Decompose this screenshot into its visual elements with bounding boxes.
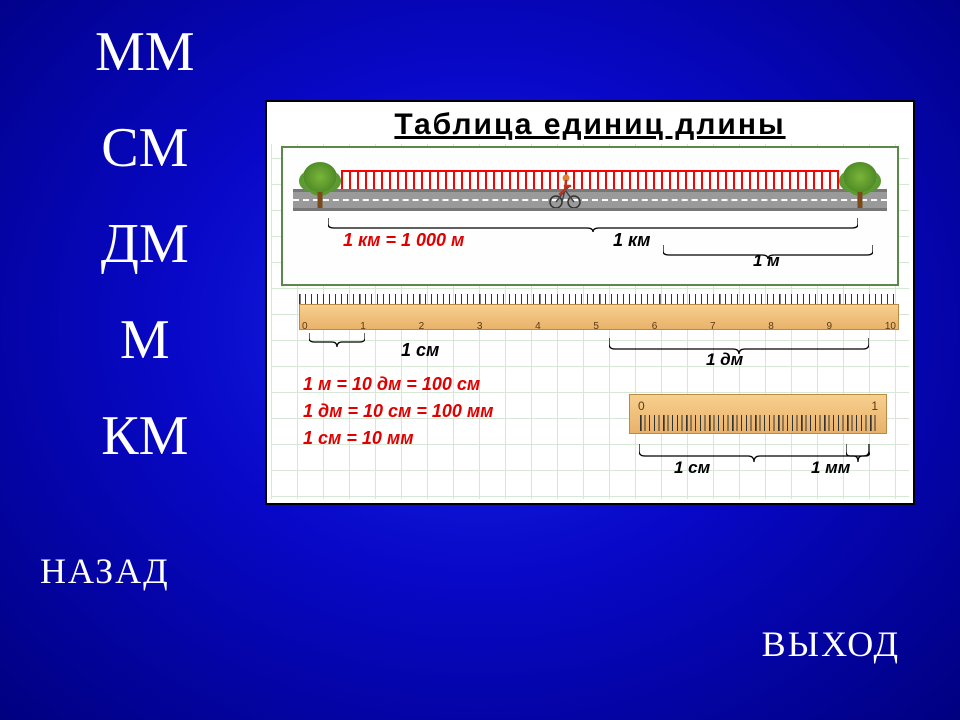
km-equation: 1 км = 1 000 м	[343, 230, 464, 251]
tree-right-icon	[839, 162, 881, 208]
back-button[interactable]: НАЗАД	[40, 550, 170, 592]
unit-m[interactable]: М	[95, 308, 195, 372]
m-label: 1 м	[753, 251, 780, 271]
ruler-big: 0 1 2 3 4 5 6 7 8 9 10	[299, 294, 899, 334]
ruler-small-0: 0	[638, 399, 645, 413]
cm-under-ruler: 1 см	[401, 340, 439, 361]
exit-button[interactable]: ВЫХОД	[762, 623, 900, 665]
unit-mm[interactable]: ММ	[95, 20, 195, 84]
panel-grid-bg: Таблица единиц длины	[271, 106, 909, 499]
km-label: 1 км	[613, 230, 650, 251]
unit-km[interactable]: КМ	[95, 404, 195, 468]
tree-left-icon	[299, 162, 341, 208]
unit-cm[interactable]: СМ	[95, 116, 195, 180]
mm-small-label: 1 мм	[811, 458, 850, 478]
dm-label: 1 дм	[706, 350, 743, 370]
eq-dm: 1 дм = 10 см = 100 мм	[303, 401, 494, 422]
ruler-small-1: 1	[871, 399, 878, 413]
unit-dm[interactable]: ДМ	[95, 212, 195, 276]
road	[293, 192, 887, 208]
units-table-panel: Таблица единиц длины	[265, 100, 915, 505]
cm-small-label: 1 см	[674, 458, 710, 478]
ruler-small: 0 1	[629, 394, 887, 440]
eq-cm: 1 см = 10 мм	[303, 428, 494, 449]
equations-block: 1 м = 10 дм = 100 см 1 дм = 10 см = 100 …	[303, 374, 494, 449]
unit-list: ММ СМ ДМ М КМ	[95, 20, 195, 468]
eq-m: 1 м = 10 дм = 100 см	[303, 374, 494, 395]
cm-brace	[309, 333, 365, 347]
panel-title: Таблица единиц длины	[271, 106, 909, 144]
road-illustration: 1 км = 1 000 м 1 км 1 м	[281, 146, 899, 286]
ruler-big-numbers: 0 1 2 3 4 5 6 7 8 9 10	[300, 321, 898, 332]
cyclist-icon	[548, 168, 582, 208]
